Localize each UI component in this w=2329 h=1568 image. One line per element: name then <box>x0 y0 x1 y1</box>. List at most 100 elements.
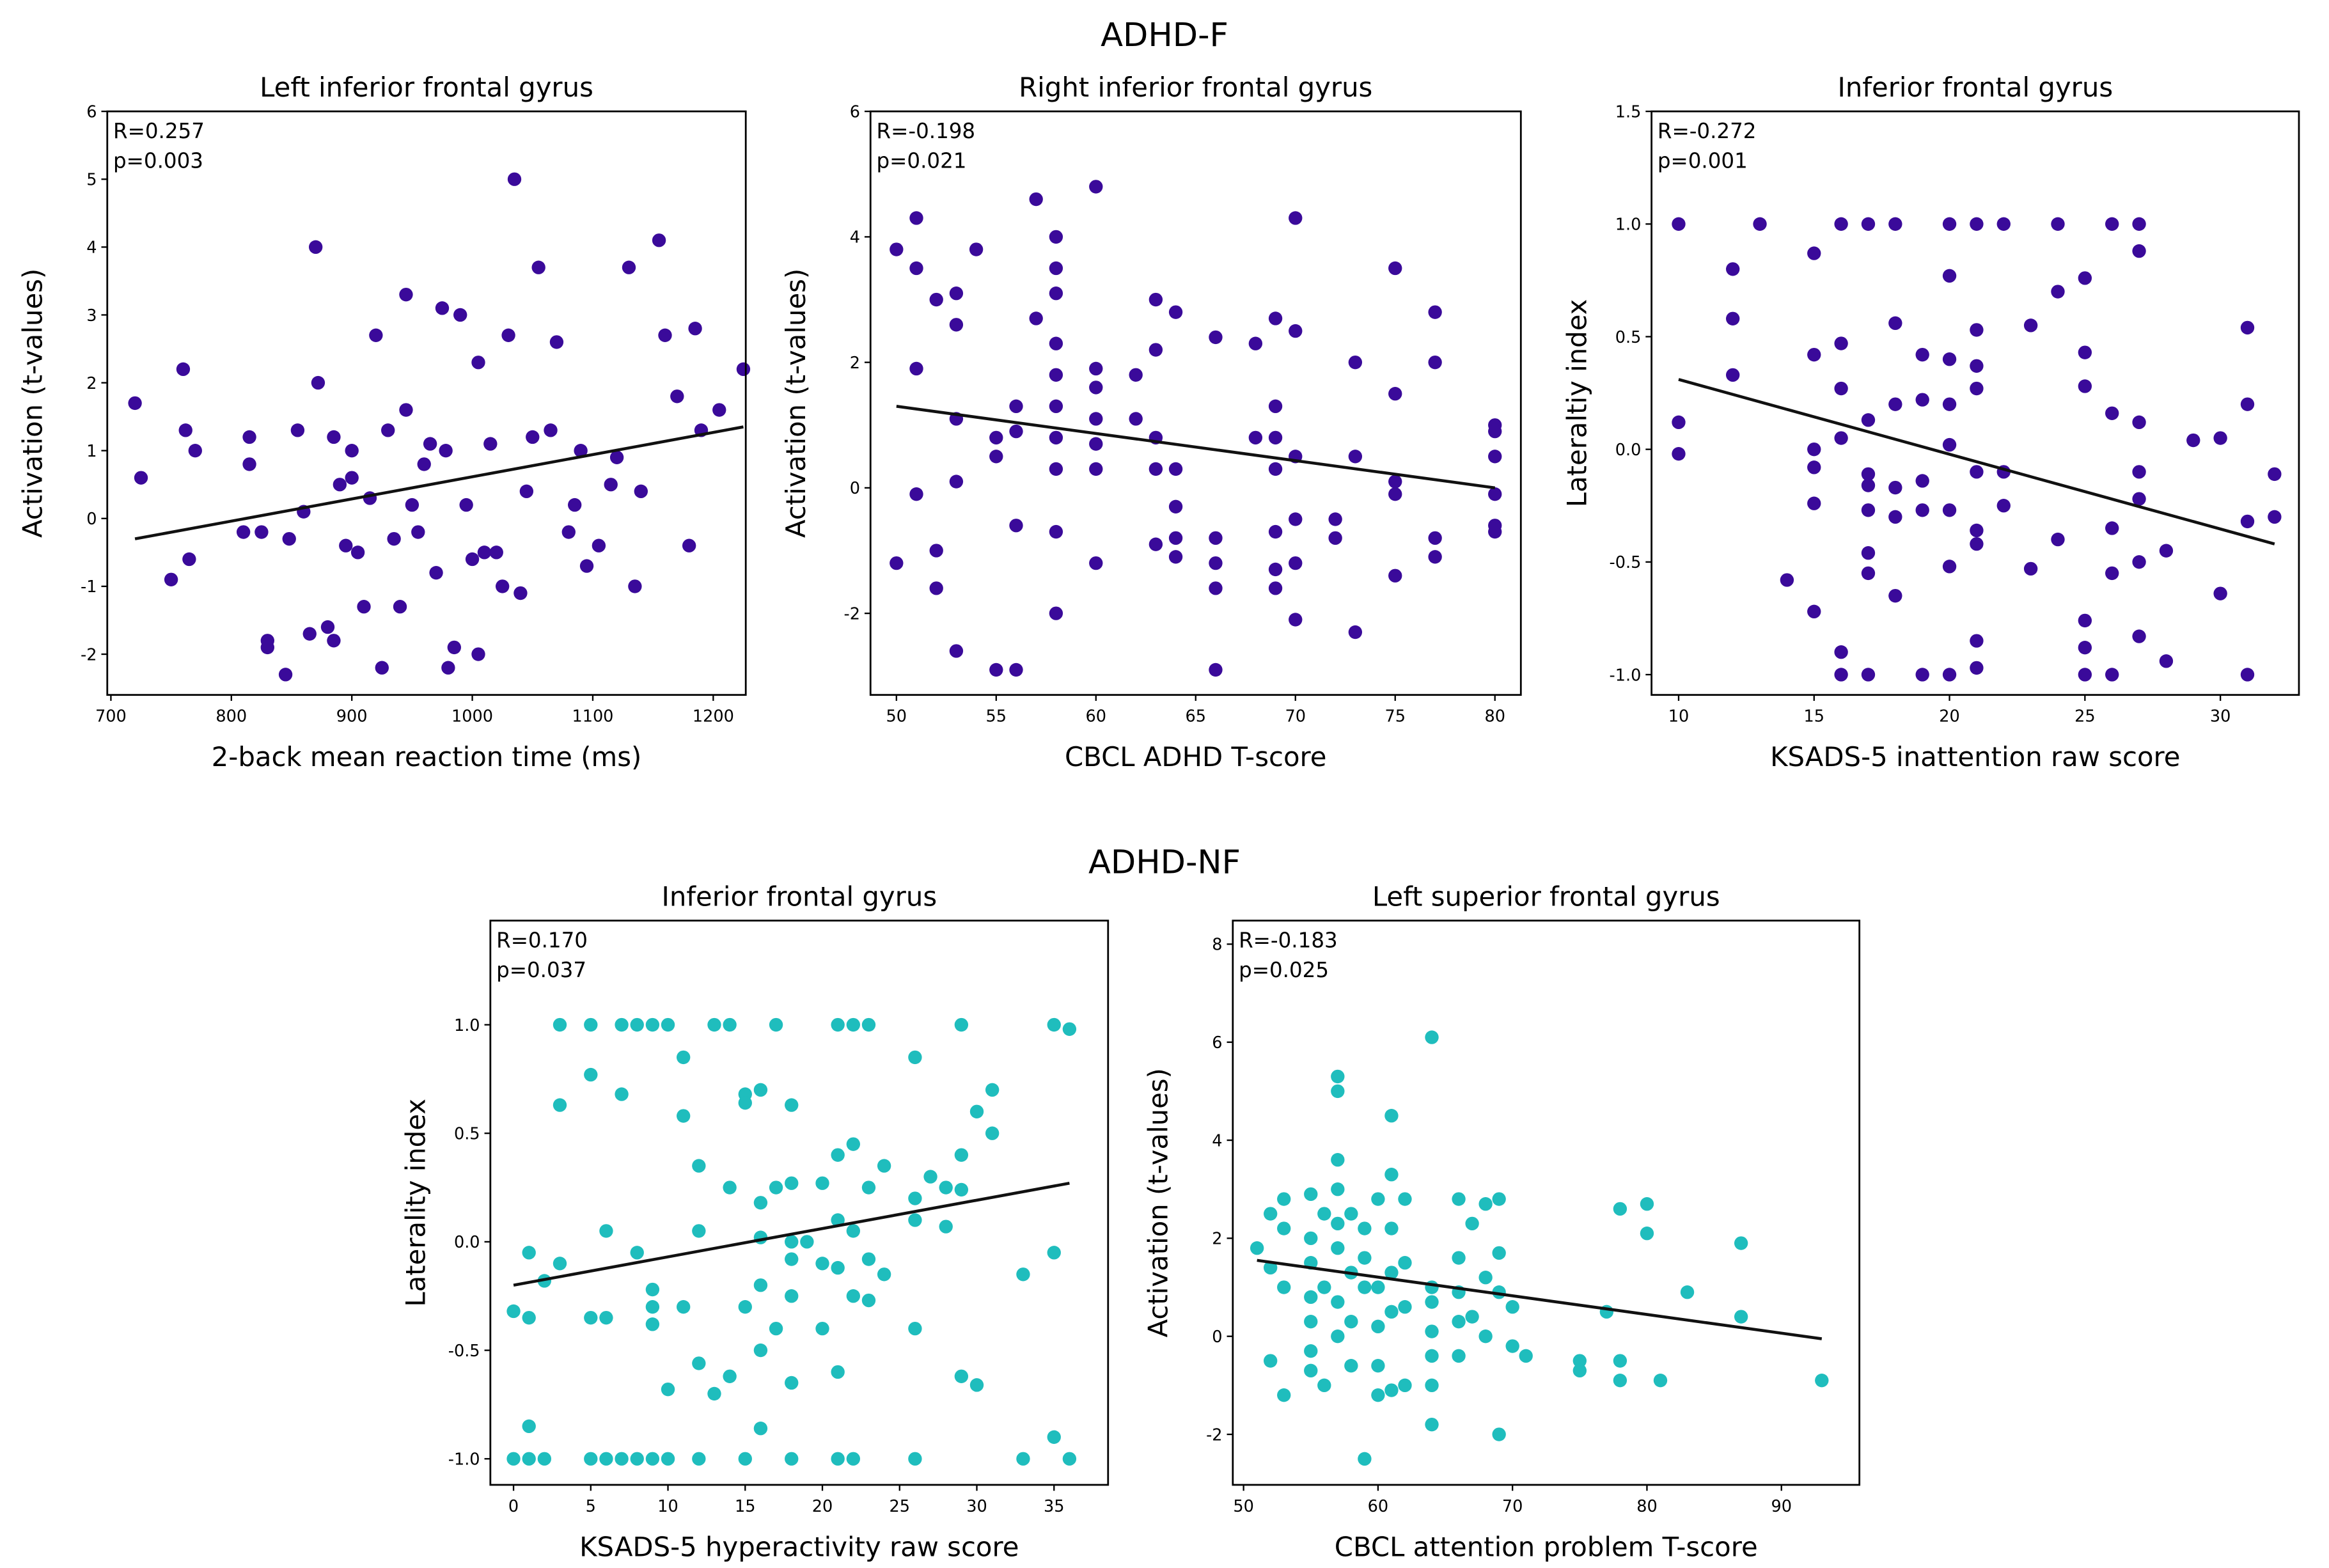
point <box>1317 1378 1331 1393</box>
x-axis-label: CBCL ADHD T-score <box>1065 741 1327 772</box>
point <box>985 1083 1000 1097</box>
point <box>1970 217 1984 231</box>
point <box>1861 566 1876 581</box>
point <box>989 450 1003 464</box>
x-axis-label: KSADS-5 inattention raw score <box>1770 741 2180 772</box>
point <box>1062 1452 1077 1466</box>
point <box>682 538 696 553</box>
point <box>489 545 503 560</box>
point <box>1452 1251 1466 1265</box>
point <box>785 1252 799 1266</box>
x-tick-label: 20 <box>812 1497 833 1516</box>
point <box>599 1310 613 1325</box>
point <box>1996 499 2011 513</box>
point <box>357 600 371 614</box>
point <box>1425 1324 1439 1338</box>
point <box>592 538 606 553</box>
point <box>615 1087 629 1101</box>
point <box>375 661 389 675</box>
point <box>2051 285 2065 299</box>
x-tick-label: 1100 <box>572 707 613 726</box>
point <box>2132 492 2146 506</box>
point <box>1344 1359 1358 1373</box>
point <box>537 1452 552 1466</box>
point <box>1613 1354 1627 1368</box>
y-tick-label: -2 <box>1206 1425 1222 1445</box>
point <box>2023 561 2038 576</box>
point <box>785 1289 799 1303</box>
point <box>1047 1017 1061 1032</box>
point <box>1861 413 1876 427</box>
point <box>1304 1344 1318 1358</box>
x-tick-label: 80 <box>1636 1497 1658 1516</box>
y-tick-label: 4 <box>1212 1131 1222 1150</box>
point <box>1384 1109 1399 1123</box>
point <box>692 1356 706 1370</box>
point <box>1209 581 1223 595</box>
point <box>1149 343 1163 357</box>
point <box>1371 1388 1385 1402</box>
point <box>645 1317 660 1331</box>
point <box>1344 1315 1358 1329</box>
point <box>658 328 672 342</box>
y-tick-label: 3 <box>86 306 97 325</box>
point <box>846 1137 860 1151</box>
point <box>1488 450 1502 464</box>
y-tick-label: 6 <box>850 102 860 122</box>
point <box>1371 1359 1385 1373</box>
point <box>954 1148 969 1162</box>
point <box>1304 1290 1318 1305</box>
point <box>1492 1246 1506 1260</box>
point <box>1268 581 1283 595</box>
point <box>260 640 274 655</box>
point <box>2240 320 2255 335</box>
point <box>495 579 510 593</box>
point <box>1428 550 1442 564</box>
point <box>1358 1251 1372 1265</box>
point <box>2023 318 2038 333</box>
x-tick-label: 0 <box>508 1497 519 1516</box>
point <box>831 1452 845 1466</box>
point <box>846 1452 860 1466</box>
point <box>1089 437 1103 451</box>
point <box>661 1452 675 1466</box>
point <box>1209 662 1223 677</box>
point <box>1331 1329 1345 1344</box>
point <box>506 1452 521 1466</box>
point <box>1371 1280 1385 1294</box>
point <box>255 525 269 539</box>
x-tick-label: 30 <box>2210 707 2231 726</box>
annotation: R=-0.198 <box>877 119 976 143</box>
y-tick-label: 0.0 <box>454 1233 480 1252</box>
x-tick-label: 800 <box>216 707 247 726</box>
point <box>1425 1295 1439 1309</box>
point <box>369 328 383 342</box>
point <box>1331 1084 1345 1099</box>
point <box>514 586 528 600</box>
x-tick-label: 65 <box>1186 707 1207 726</box>
point <box>553 1017 567 1032</box>
point <box>439 444 453 458</box>
point <box>949 644 964 658</box>
point <box>861 1252 876 1266</box>
x-axis-label: CBCL attention problem T-score <box>1335 1531 1758 1562</box>
point <box>923 1170 937 1184</box>
point <box>1358 1452 1372 1466</box>
point <box>387 531 401 546</box>
point <box>1970 523 1984 538</box>
point <box>1888 588 1902 603</box>
point <box>1680 1285 1695 1299</box>
point <box>723 1180 737 1195</box>
point <box>1861 467 1876 482</box>
point <box>1861 217 1876 231</box>
point <box>908 1213 922 1227</box>
point <box>1807 460 1821 474</box>
point <box>1834 381 1848 396</box>
point <box>2078 271 2092 285</box>
point <box>2105 668 2119 682</box>
point <box>989 662 1003 677</box>
point <box>661 1382 675 1397</box>
point <box>311 375 325 390</box>
point <box>908 1191 922 1205</box>
point <box>1388 387 1402 401</box>
